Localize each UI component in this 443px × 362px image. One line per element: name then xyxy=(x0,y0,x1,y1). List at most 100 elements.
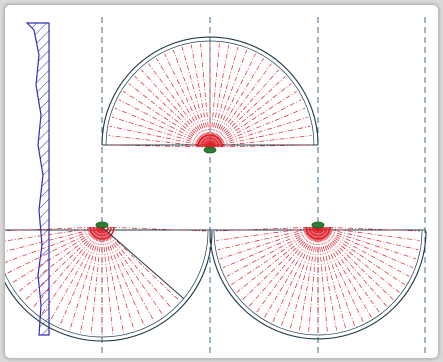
arc-bottom-right-1 xyxy=(209,230,427,340)
ray xyxy=(272,226,319,323)
ray xyxy=(141,69,211,148)
cut-edge-line xyxy=(101,226,185,299)
source-ring xyxy=(92,226,112,237)
semicircle-top xyxy=(101,36,319,154)
ray xyxy=(317,226,410,277)
ray xyxy=(209,107,306,148)
ray xyxy=(317,226,347,330)
ray xyxy=(101,226,124,333)
ray xyxy=(280,226,319,327)
ray xyxy=(101,226,180,301)
ray xyxy=(101,226,172,309)
ray xyxy=(219,226,319,260)
ray xyxy=(40,226,103,316)
ray xyxy=(209,144,313,148)
ray xyxy=(249,226,319,307)
ray xyxy=(209,58,264,148)
ray xyxy=(108,135,211,148)
ray xyxy=(134,76,211,148)
ray xyxy=(200,43,211,148)
ray xyxy=(264,226,319,318)
ray xyxy=(209,46,239,148)
ray xyxy=(128,83,211,148)
ray xyxy=(317,226,405,285)
source-marker xyxy=(203,146,217,154)
ray xyxy=(317,226,338,332)
ray xyxy=(209,44,230,148)
ray xyxy=(317,226,328,333)
guide-lines xyxy=(101,17,426,355)
ray xyxy=(17,226,103,293)
source-ring xyxy=(305,226,331,240)
ray xyxy=(118,99,211,148)
ray xyxy=(209,125,311,148)
diagram-canvas xyxy=(5,17,427,355)
ray xyxy=(317,226,364,323)
ray xyxy=(24,226,103,301)
source-ring xyxy=(203,140,217,148)
ray xyxy=(101,226,145,327)
ray xyxy=(190,44,211,148)
ray xyxy=(49,226,103,322)
semicircle-bottom-left xyxy=(5,221,213,342)
ray xyxy=(317,226,400,293)
ray xyxy=(317,226,420,241)
ray xyxy=(317,226,414,269)
source-ring xyxy=(311,226,325,234)
arc-bottom-right-2 xyxy=(213,230,423,336)
ray xyxy=(156,58,211,148)
ray xyxy=(217,226,319,251)
ray xyxy=(123,91,211,148)
ray xyxy=(69,226,103,331)
ray xyxy=(5,226,103,252)
semicircle-bottom-right xyxy=(209,221,427,340)
ray xyxy=(11,226,103,284)
ray xyxy=(317,226,417,260)
ray xyxy=(172,49,211,148)
ray xyxy=(5,226,103,232)
ray xyxy=(209,83,292,148)
ray xyxy=(90,226,103,335)
ray xyxy=(209,53,256,148)
ray xyxy=(101,226,207,232)
ray xyxy=(181,46,211,148)
source-ring xyxy=(95,226,109,234)
ray xyxy=(317,226,419,251)
ray xyxy=(5,226,103,263)
arc-top-2 xyxy=(105,40,315,146)
ray xyxy=(317,226,421,232)
ray xyxy=(209,69,279,148)
ray xyxy=(148,63,211,148)
ray xyxy=(209,116,309,148)
ray xyxy=(59,226,103,327)
ray xyxy=(101,226,135,331)
ray xyxy=(215,226,319,232)
source-marker xyxy=(95,221,109,229)
ray xyxy=(6,226,103,274)
ray xyxy=(164,53,211,148)
ray xyxy=(308,226,319,333)
ray xyxy=(109,125,211,148)
ray xyxy=(80,226,103,333)
ray xyxy=(209,99,302,148)
ray xyxy=(32,226,103,309)
ray xyxy=(209,49,248,148)
source-ring xyxy=(89,226,115,240)
ray xyxy=(209,76,286,148)
ray xyxy=(298,226,319,332)
ray xyxy=(101,226,114,335)
ray xyxy=(114,107,211,148)
ray xyxy=(317,226,372,318)
source-ring xyxy=(197,134,223,148)
ray xyxy=(209,91,297,148)
ray xyxy=(5,226,103,242)
ray xyxy=(242,226,319,300)
fan-cut-edge xyxy=(101,226,185,299)
ray xyxy=(289,226,319,330)
source-ring xyxy=(200,137,220,148)
ray xyxy=(111,116,211,148)
ray xyxy=(101,226,164,316)
ray xyxy=(231,226,319,285)
source-ring xyxy=(308,226,328,237)
ray xyxy=(226,226,319,277)
